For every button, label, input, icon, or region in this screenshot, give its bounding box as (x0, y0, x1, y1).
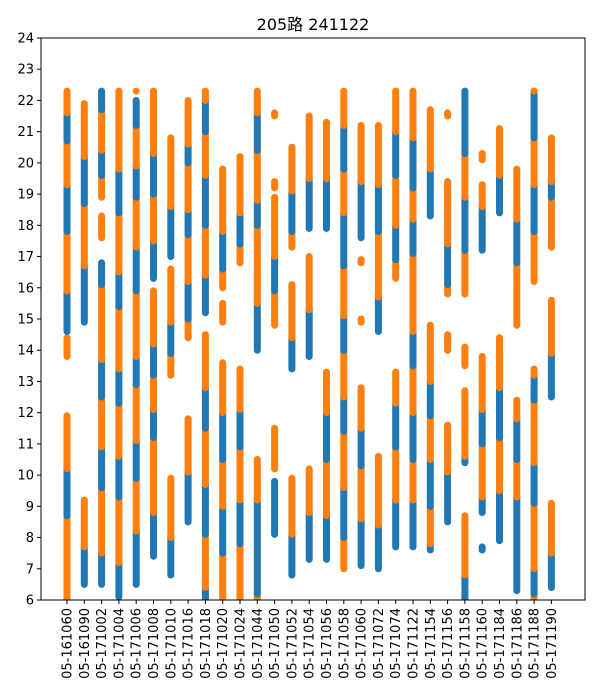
x-tick-label: 05-171024 (234, 608, 249, 679)
x-tick-label: 05-171158 (458, 608, 473, 679)
x-tick-label: 05-171056 (320, 608, 335, 679)
y-tick-label: 11 (17, 437, 34, 452)
y-tick-label: 24 (17, 32, 34, 47)
x-tick-label: 05-171154 (424, 608, 439, 679)
x-tick-label: 05-171122 (407, 608, 422, 679)
x-tick-label: 05-161060 (61, 608, 76, 679)
x-tick-label: 05-171060 (355, 608, 370, 679)
y-tick-label: 19 (17, 188, 34, 203)
x-tick-label: 05-171052 (285, 608, 300, 679)
y-tick-label: 9 (26, 500, 34, 515)
y-tick-label: 16 (17, 281, 34, 296)
chart-title: 205路 241122 (257, 15, 370, 34)
y-tick-label: 6 (26, 594, 34, 609)
x-tick-label: 05-171018 (199, 608, 214, 679)
data-marks (63, 87, 555, 600)
y-tick-label: 7 (26, 562, 34, 577)
x-tick-label: 05-171010 (164, 608, 179, 679)
x-tick-label: 05-171020 (216, 608, 231, 679)
x-tick-label: 05-171016 (182, 608, 197, 679)
x-tick-label: 05-171156 (441, 608, 456, 679)
y-tick-label: 23 (17, 63, 34, 78)
x-tick-label: 05-161090 (78, 608, 93, 679)
x-tick-label: 05-171004 (112, 608, 127, 679)
x-tick-label: 05-171186 (510, 608, 525, 679)
x-tick-label: 05-171008 (147, 608, 162, 679)
y-tick-label: 12 (17, 406, 34, 421)
y-tick-label: 10 (17, 469, 34, 484)
x-tick-label: 05-171188 (528, 608, 543, 679)
x-tick-label: 05-171002 (95, 608, 110, 679)
y-tick-label: 13 (17, 375, 34, 390)
x-tick-label: 05-171006 (130, 608, 145, 679)
y-tick-label: 14 (17, 344, 34, 359)
y-tick-label: 20 (17, 156, 34, 171)
x-tick-label: 05-171074 (389, 608, 404, 679)
x-tick-label: 05-171054 (303, 608, 318, 679)
plot-frame (40, 37, 586, 601)
y-tick-label: 15 (17, 313, 34, 328)
y-tick-label: 21 (17, 125, 34, 140)
x-tick-label: 05-171184 (493, 608, 508, 679)
x-tick-label: 05-171072 (372, 608, 387, 679)
x-tick-label: 05-171058 (337, 608, 352, 679)
y-tick-label: 22 (17, 94, 34, 109)
x-tick-label: 05-171044 (251, 608, 266, 679)
x-tick-label: 05-171160 (476, 608, 491, 679)
x-axis: 05-161060 05-161090 05-171002 05-171004 05-1… (61, 600, 560, 679)
y-tick-label: 18 (17, 219, 34, 234)
x-tick-label: 05-171190 (545, 608, 560, 679)
x-tick-label: 05-171050 (268, 608, 283, 679)
y-tick-label: 8 (26, 531, 34, 546)
y-tick-label: 17 (17, 250, 34, 265)
y-axis: 6 7 8 9 10 11 12 13 14 15 16 17 18 19 20 21 22 23 24 (17, 32, 41, 609)
